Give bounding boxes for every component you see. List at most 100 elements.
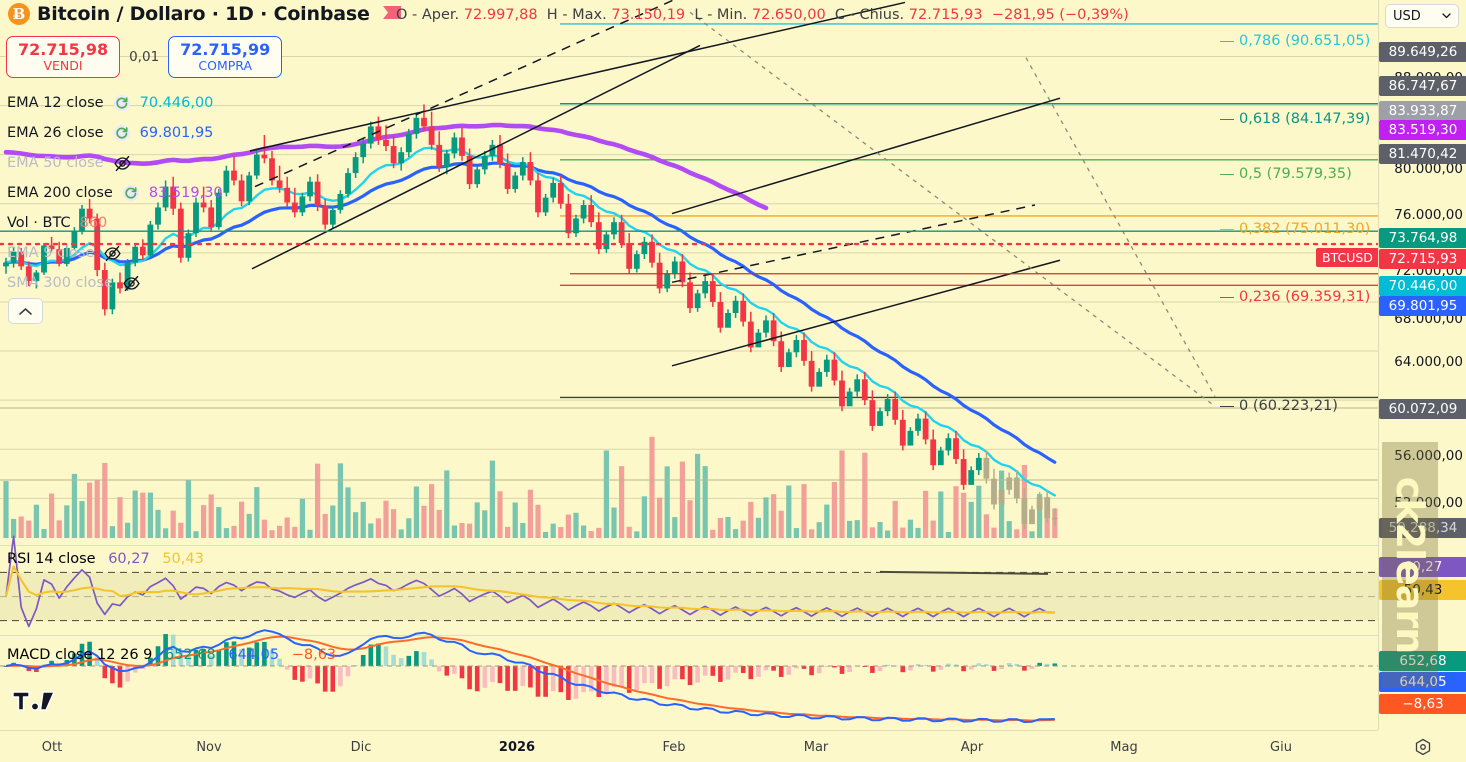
rsi-name: RSI 14 close [7, 551, 96, 567]
pane-divider-1 [0, 545, 1378, 546]
indicator-name: EMA 9 close [7, 245, 95, 261]
macd-pane[interactable] [0, 629, 1378, 730]
time-axis-tick: Mag [1110, 740, 1138, 755]
fib-dash-icon [1220, 173, 1234, 175]
indicator-row[interactable]: EMA 26 close 69.801,95 [7, 118, 223, 148]
tradingview-logo[interactable] [12, 690, 56, 712]
ohlc-sep-1: - [412, 7, 418, 23]
ohlc-change-abs: −281,95 [991, 7, 1055, 23]
ohlc-sep-2: - [562, 7, 568, 23]
indicator-row[interactable]: EMA 200 close 83.519,30 [7, 178, 223, 208]
price-pane[interactable] [0, 0, 1380, 545]
price-axis-pill[interactable]: 83.519,30 [1379, 120, 1466, 140]
price-axis-footer [1378, 730, 1466, 762]
time-axis[interactable]: Ott Nov Dic 2026 Feb Mar Apr Mag Giu [0, 730, 1378, 762]
spread-value: 0,01 [129, 48, 160, 65]
price-axis-pill[interactable]: 86.747,67 [1379, 76, 1466, 96]
eye-off-icon[interactable] [103, 244, 122, 263]
indicator-row[interactable]: EMA 50 close [7, 148, 223, 178]
pane-divider-2 [0, 635, 1378, 636]
eye-off-icon[interactable] [113, 154, 132, 173]
rsi-chart-canvas [0, 535, 1378, 628]
macd-legend[interactable]: MACD close 12 26 9 652,68 644,05 −8,63 [7, 647, 336, 663]
rsi-pane[interactable] [0, 535, 1378, 635]
buy-price: 72.715,99 [180, 40, 271, 59]
chart-settings-button[interactable] [1412, 736, 1434, 758]
ohlc-high-name: Max. [572, 7, 607, 23]
fib-level-text: 0,618 (84.147,39) [1239, 111, 1371, 127]
time-axis-tick: Apr [960, 740, 984, 755]
refresh-icon[interactable] [113, 124, 131, 142]
fib-level-label: 0 (60.223,21) [1220, 398, 1338, 414]
price-axis-pill[interactable]: 60.072,09 [1379, 399, 1466, 419]
fib-level-text: 0,236 (69.359,31) [1239, 289, 1371, 305]
fib-dash-icon [1220, 40, 1234, 42]
time-axis-tick: Dic [350, 740, 372, 755]
ohlc-close-value: 72.715,93 [908, 7, 983, 23]
rsi-ma-value: 50,43 [162, 551, 204, 567]
price-axis-pill[interactable]: −8,63 [1379, 694, 1466, 714]
price-axis-pill[interactable]: 69.801,95 [1379, 296, 1466, 316]
currency-selector[interactable]: USD [1385, 4, 1459, 28]
macd-chart-canvas [0, 629, 1378, 723]
time-axis-tick: Nov [196, 740, 222, 755]
price-axis-pill[interactable]: 60,27 [1379, 557, 1466, 577]
ohlc-low-value: 72.650,00 [751, 7, 826, 23]
refresh-icon[interactable] [113, 94, 131, 112]
flag-marker-icon[interactable] [382, 6, 405, 22]
fib-dash-icon [1220, 296, 1234, 298]
indicator-name: EMA 50 close [7, 155, 104, 171]
price-axis-pill[interactable]: 644,05 [1379, 672, 1466, 692]
fib-level-label: 0,5 (79.579,35) [1220, 166, 1352, 182]
indicator-row[interactable]: Vol · BTC 860 [7, 208, 223, 238]
price-axis-pill[interactable]: 50,43 [1379, 580, 1466, 600]
fib-level-text: 0,382 (75.011,30) [1239, 221, 1371, 237]
refresh-icon[interactable] [122, 184, 140, 202]
price-axis[interactable]: 88.000,0080.000,0076.000,0072.000,0064.0… [1378, 0, 1466, 730]
time-axis-tick: Feb [662, 740, 686, 755]
symbol-title[interactable]: Bitcoin / Dollaro · 1D · Coinbase [37, 3, 370, 25]
sell-button[interactable]: 72.715,98 VENDI [6, 36, 121, 78]
ohlc-close-name: Chius. [859, 7, 905, 23]
fib-dash-icon [1220, 118, 1234, 120]
price-axis-pill[interactable]: 89.649,26 [1379, 42, 1466, 62]
buy-button[interactable]: 72.715,99 COMPRA [168, 36, 283, 78]
symbol-header[interactable]: Ƀ Bitcoin / Dollaro · 1D · Coinbase [8, 3, 405, 25]
price-line-tag: BTCUSD [1316, 248, 1379, 267]
ohlc-values: O - Aper. 72.997,88 H - Max. 73.150,19 L… [396, 7, 1129, 23]
fib-level-text: 0,786 (90.651,05) [1239, 33, 1371, 49]
buy-label: COMPRA [198, 57, 253, 73]
price-axis-pill[interactable]: 652,68 [1379, 651, 1466, 671]
watermark-text: ck2learn [1388, 476, 1433, 654]
price-axis-pill[interactable]: 72.715,93 [1379, 249, 1466, 269]
price-axis-pill[interactable]: 81.470,42 [1379, 144, 1466, 164]
collapse-legend-button[interactable] [8, 298, 43, 324]
ohlc-close-label: C [834, 7, 846, 23]
ohlc-sep-3: - [707, 7, 713, 23]
sell-price: 72.715,98 [18, 40, 109, 59]
indicator-name: SMA 300 close [7, 275, 113, 291]
rsi-legend[interactable]: RSI 14 close 60,27 50,43 [7, 551, 204, 567]
price-axis-pill[interactable]: 70.446,00 [1379, 276, 1466, 296]
indicator-value: 70.446,00 [139, 95, 214, 111]
indicator-legend: EMA 12 close 70.446,00 EMA 26 close 69.801,… [7, 88, 223, 298]
indicator-name: EMA 26 close [7, 125, 104, 141]
indicator-name: EMA 200 close [7, 185, 113, 201]
rsi-value: 60,27 [108, 551, 150, 567]
indicator-row[interactable]: EMA 9 close [7, 238, 223, 268]
fib-level-label: 0,618 (84.147,39) [1220, 111, 1370, 127]
watermark: ck2learn [1382, 442, 1438, 688]
price-axis-pill[interactable]: 50.288,34 [1379, 518, 1466, 538]
indicator-row[interactable]: SMA 300 close [7, 268, 223, 298]
price-chart-canvas [0, 0, 1380, 538]
price-axis-pill[interactable]: 83.933,87 [1379, 101, 1466, 121]
price-axis-pill[interactable]: 73.764,98 [1379, 228, 1466, 248]
fib-level-text: 0 (60.223,21) [1239, 398, 1338, 414]
time-axis-tick: 2026 [498, 740, 536, 755]
ohlc-change-pct: (−0,39%) [1059, 7, 1129, 23]
indicator-row[interactable]: EMA 12 close 70.446,00 [7, 88, 223, 118]
eye-off-icon[interactable] [122, 274, 141, 293]
fib-level-label: 0,236 (69.359,31) [1220, 289, 1370, 305]
macd-name: MACD close 12 26 9 [7, 647, 153, 663]
